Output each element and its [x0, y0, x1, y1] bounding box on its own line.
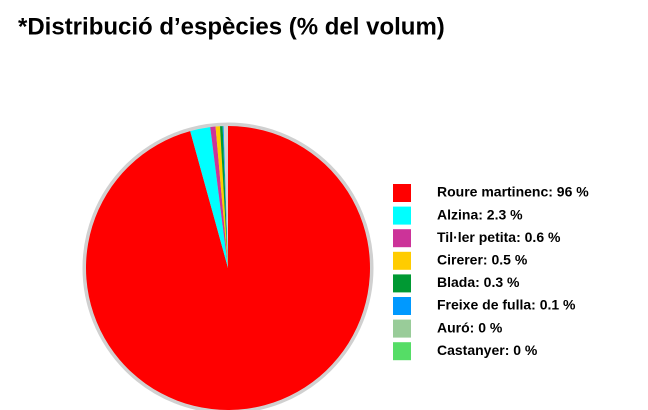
- legend-label: Freixe de fulla: 0.1 %: [437, 297, 576, 313]
- legend-swatch: [393, 342, 411, 361]
- legend-swatch: [393, 251, 411, 270]
- legend-label: Blada: 0.3 %: [437, 274, 520, 290]
- legend-swatch: [393, 184, 411, 202]
- legend-label: Alzina: 2.3 %: [437, 206, 523, 222]
- legend-swatch: [393, 229, 411, 248]
- pie-slice: [190, 127, 228, 268]
- legend-label: Auró: 0 %: [437, 319, 503, 335]
- legend-swatch: [393, 319, 411, 338]
- pie-slice: [219, 126, 228, 268]
- legend-swatch: [393, 274, 411, 293]
- legend-swatch: [393, 297, 411, 315]
- legend-label: Castanyer: 0 %: [437, 342, 538, 358]
- legend-label: Roure martinenc: 96 %: [437, 184, 589, 200]
- chart-title: *Distribució d’espècies (% del volum): [18, 13, 445, 40]
- legend-label: Til·ler petita: 0.6 %: [437, 229, 561, 245]
- legend-label: Cirerer: 0.5 %: [437, 252, 528, 268]
- pie-slice: [210, 126, 228, 268]
- legend-swatch: [393, 206, 411, 225]
- pie-slice: [222, 126, 228, 268]
- pie-slice: [215, 126, 228, 268]
- pie-slice: [86, 126, 371, 410]
